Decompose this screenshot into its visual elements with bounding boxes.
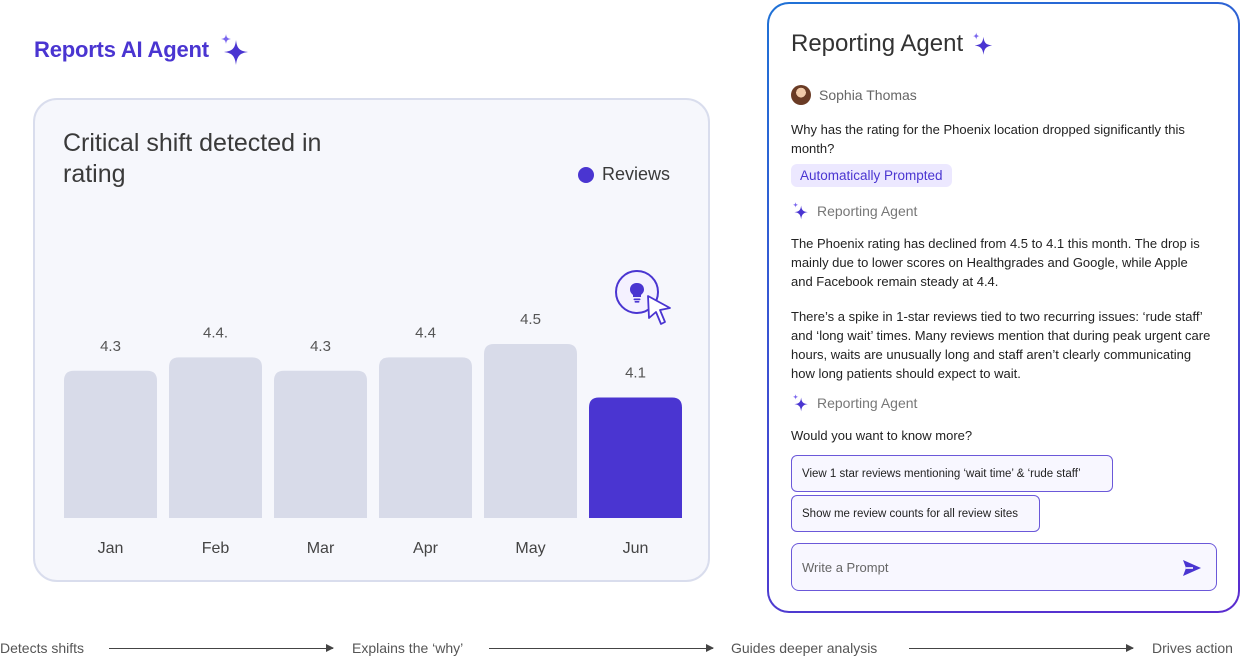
- agent-title: Reporting Agent: [791, 30, 964, 57]
- auto-prompt-chip: Automatically Prompted: [791, 164, 952, 187]
- cursor-icon: [647, 295, 671, 325]
- chart-title: Critical shift detected in rating: [63, 129, 322, 188]
- bar-feb[interactable]: [169, 357, 262, 518]
- agent-answer-1: The Phoenix rating has declined from 4.5…: [791, 236, 1200, 289]
- send-icon[interactable]: [1180, 556, 1204, 580]
- sparkle-icon: [792, 394, 808, 412]
- x-tick-label: Mar: [307, 540, 335, 557]
- sparkle-icon: [792, 202, 808, 220]
- flow-step-detects: Detects shifts: [0, 640, 85, 656]
- value-label: 4.4: [415, 324, 436, 341]
- legend-dot: [577, 166, 594, 183]
- chart-legend: Reviews: [577, 164, 670, 185]
- prompt-box: [791, 543, 1217, 591]
- bar-jan[interactable]: [64, 370, 157, 518]
- flow-step-explains: Explains the ‘why’: [352, 640, 464, 656]
- bar-chart: 4.3 Jan 4.4. Feb 4.3 Mar 4.4 Apr 4.5 May 4.1 Jun: [64, 311, 682, 557]
- agent-answer-2: There’s a spike in 1-star reviews tied t…: [791, 309, 1211, 381]
- legend-label: Reviews: [601, 164, 670, 184]
- value-label: 4.1: [625, 365, 646, 382]
- x-tick-label: May: [515, 540, 545, 557]
- bar-apr[interactable]: [379, 357, 472, 518]
- agent-followup: Would you want to know more?: [791, 428, 973, 443]
- x-tick-label: Apr: [413, 540, 439, 557]
- avatar: [791, 85, 811, 105]
- user-message-header: Sophia Thomas: [791, 85, 917, 105]
- x-tick-label: Feb: [202, 540, 230, 557]
- x-tick-label: Jun: [623, 540, 649, 557]
- sparkle-icon: [219, 32, 249, 68]
- brand-header: Reports AI Agent: [34, 32, 249, 68]
- value-label: 4.3: [100, 338, 121, 355]
- value-label: 4.3: [310, 338, 331, 355]
- sparkle-icon: [972, 32, 993, 55]
- chart-card: Critical shift detected in rating Review…: [33, 98, 710, 582]
- agent-label: Reporting Agent: [817, 203, 918, 219]
- agent-message-header: Reporting Agent: [791, 393, 917, 413]
- user-question: Why has the rating for the Phoenix locat…: [791, 122, 1185, 156]
- agent-header: Reporting Agent: [791, 30, 993, 58]
- x-tick-label: Jan: [98, 540, 124, 557]
- flow-arrow: [109, 644, 334, 652]
- lightbulb-icon: [630, 283, 644, 303]
- flow-step-guides: Guides deeper analysis: [731, 640, 878, 656]
- flow-step-drives: Drives action: [1152, 640, 1233, 656]
- bar-may[interactable]: [484, 344, 577, 518]
- brand-title: Reports AI Agent: [34, 37, 209, 62]
- suggestion-button-wait-time[interactable]: View 1 star reviews mentioning ‘wait tim…: [791, 455, 1113, 492]
- value-label: 4.4.: [203, 324, 228, 341]
- bar-mar[interactable]: [274, 370, 367, 518]
- agent-message-header: Reporting Agent: [791, 201, 917, 221]
- value-label: 4.5: [520, 311, 541, 328]
- suggestion-button-review-counts[interactable]: Show me review counts for all review sit…: [791, 495, 1040, 532]
- reporting-agent-panel: Reporting Agent Sophia Thomas Why has th…: [767, 2, 1240, 613]
- flow-arrow: [489, 644, 714, 652]
- flow-arrow: [909, 644, 1134, 652]
- agent-label: Reporting Agent: [817, 395, 918, 411]
- user-name: Sophia Thomas: [819, 87, 917, 103]
- prompt-input[interactable]: [802, 556, 1162, 578]
- bar-jun[interactable]: [589, 397, 682, 518]
